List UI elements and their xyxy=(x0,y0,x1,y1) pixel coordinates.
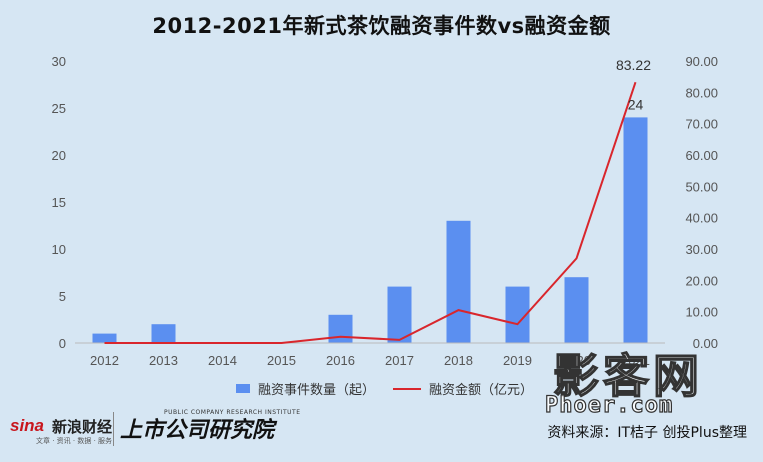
right-axis-tick-60.00: 60.00 xyxy=(685,148,718,163)
legend: 融资事件数量（起） 融资金额（亿元） xyxy=(236,379,551,398)
watermark-en: Phoer.com xyxy=(544,392,674,418)
sina-logo: sina xyxy=(10,416,45,435)
right-axis-tick-20.00: 20.00 xyxy=(685,273,718,288)
left-axis-tick-5: 5 xyxy=(59,289,66,304)
legend-line-label: 融资金额（亿元） xyxy=(429,383,534,398)
institute-english-name: PUBLIC COMPANY RESEARCH INSTITUTE xyxy=(164,409,301,416)
bar-data-label-2021: 24 xyxy=(628,96,644,112)
bar-2020 xyxy=(564,277,589,343)
bar-2013 xyxy=(151,324,176,343)
left-axis-tick-30: 30 xyxy=(52,54,66,69)
left-axis-tick-10: 10 xyxy=(52,242,66,257)
financing-amount-line xyxy=(104,81,637,344)
right-axis-tick-70.00: 70.00 xyxy=(685,117,718,132)
left-axis-tick-0: 0 xyxy=(59,336,66,351)
right-axis-tick-10.00: 10.00 xyxy=(685,305,718,320)
x-axis-tick-2018: 2018 xyxy=(444,353,473,368)
bar-2018 xyxy=(446,220,471,343)
data-source: 资料来源：IT桔子 创投Plus整理 xyxy=(547,425,747,441)
bar-2016 xyxy=(328,314,353,343)
right-axis-tick-90.00: 90.00 xyxy=(685,54,718,69)
x-axis-tick-2017: 2017 xyxy=(385,353,414,368)
x-axis-tick-2012: 2012 xyxy=(90,353,119,368)
watermark-cn: 影客网 xyxy=(552,348,703,404)
bar-2021 xyxy=(623,117,648,344)
bar-2017 xyxy=(387,286,412,343)
x-axis-tick-2013: 2013 xyxy=(149,353,178,368)
x-axis-tick-2015: 2015 xyxy=(267,353,296,368)
right-axis-tick-50.00: 50.00 xyxy=(685,179,718,194)
right-axis-tick-30.00: 30.00 xyxy=(685,242,718,257)
sina-finance-name: 新浪财经 xyxy=(52,418,113,436)
chart-title: 2012-2021年新式茶饮融资事件数vs融资金额 xyxy=(152,14,611,38)
footer: sina 新浪财经 文章 · 资讯 · 数据 · 服务 PUBLIC COMPA… xyxy=(0,404,763,462)
right-axis-tick-40.00: 40.00 xyxy=(685,211,718,226)
institute-name: 上市公司研究院 xyxy=(120,417,275,443)
legend-bar-label: 融资事件数量（起） xyxy=(258,383,376,398)
x-axis-tick-2021: 2021 xyxy=(621,353,650,368)
left-axis-tick-20: 20 xyxy=(52,148,66,163)
sina-subtitle: 文章 · 资讯 · 数据 · 服务 xyxy=(36,437,113,445)
legend-item-line: 融资金额（亿元） xyxy=(393,379,533,398)
left-axis-tick-15: 15 xyxy=(52,195,66,210)
legend-item-bar: 融资事件数量（起） xyxy=(236,379,375,398)
left-axis-tick-25: 25 xyxy=(52,101,66,116)
x-axis-tick-2020: 2020 xyxy=(562,353,591,368)
bar-2012 xyxy=(92,333,117,343)
line-data-label-2021: 83.22 xyxy=(616,57,651,73)
x-axis-tick-2019: 2019 xyxy=(503,353,532,368)
combo-chart: 0 5 10 15 20 25 30 0.00 10.00 20.00 30.00 40.00 50.… xyxy=(52,54,718,368)
x-axis-tick-2016: 2016 xyxy=(326,353,355,368)
right-axis-tick-0.00: 0.00 xyxy=(693,336,718,351)
footer-divider xyxy=(113,412,114,446)
right-axis-tick-80.00: 80.00 xyxy=(685,85,718,100)
legend-line-swatch xyxy=(393,387,422,390)
x-axis-tick-2014: 2014 xyxy=(208,353,237,368)
legend-bar-swatch xyxy=(236,384,250,393)
